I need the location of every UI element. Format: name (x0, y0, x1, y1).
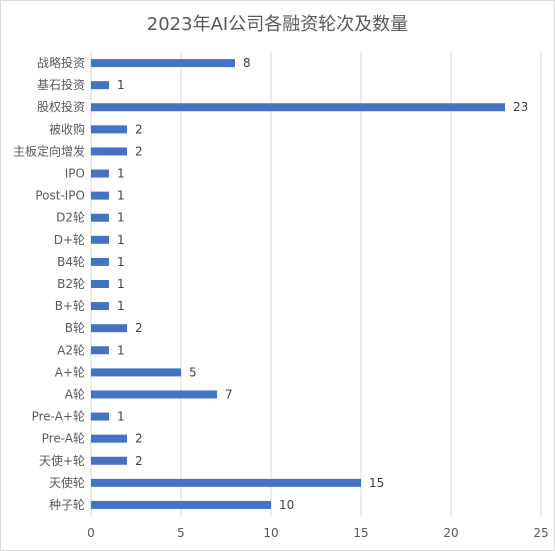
bar (91, 324, 127, 333)
chart-title: 2023年AI公司各融资轮次及数量 (146, 14, 409, 35)
data-label: 1 (117, 78, 125, 92)
x-tick-label: 5 (177, 526, 185, 540)
data-label: 1 (117, 255, 125, 269)
category-label: 基石投资 (37, 77, 85, 92)
x-tick-label: 25 (533, 526, 548, 540)
x-tick-label: 15 (353, 526, 368, 540)
category-label: D2轮 (56, 211, 85, 225)
category-label: 天使轮 (49, 475, 85, 490)
data-label: 1 (117, 410, 125, 424)
category-label: IPO (65, 167, 85, 181)
category-label: B2轮 (57, 277, 85, 291)
data-label: 1 (117, 277, 125, 291)
data-label: 1 (117, 233, 125, 247)
x-tick-label: 0 (87, 526, 95, 540)
bar (91, 368, 181, 377)
category-label: 种子轮 (49, 498, 85, 512)
category-label: D+轮 (54, 233, 85, 247)
bar (91, 280, 109, 288)
category-label: A+轮 (55, 365, 85, 379)
data-label: 1 (117, 299, 125, 313)
category-label: Pre-A+轮 (32, 410, 85, 424)
bar (91, 478, 361, 487)
category-label: 天使+轮 (39, 453, 85, 468)
data-label: 1 (117, 189, 125, 203)
data-label: 2 (135, 144, 143, 158)
category-label: A2轮 (57, 343, 85, 357)
data-label: 15 (369, 476, 384, 490)
category-label: Post-IPO (35, 189, 85, 203)
bar (91, 346, 109, 355)
bar (91, 125, 127, 134)
bar (91, 257, 109, 266)
bar (91, 302, 109, 311)
bar (91, 169, 109, 178)
bar (91, 59, 235, 68)
category-label: 被收购 (49, 121, 85, 136)
data-label: 2 (135, 321, 143, 335)
bar (91, 434, 127, 443)
bar (91, 103, 505, 112)
category-label: B+轮 (55, 299, 85, 313)
x-tick-label: 10 (263, 526, 278, 540)
data-label: 1 (117, 211, 125, 225)
data-label: 2 (135, 122, 143, 136)
bar (91, 412, 109, 421)
data-label: 10 (279, 498, 294, 512)
bar (91, 147, 127, 156)
data-label: 23 (513, 100, 528, 114)
bar (91, 235, 109, 244)
category-label: B4轮 (57, 255, 85, 269)
data-label: 5 (189, 365, 197, 379)
category-label: Pre-A轮 (42, 432, 85, 446)
bar (91, 456, 127, 465)
data-label: 7 (225, 387, 233, 401)
data-label: 8 (243, 56, 251, 70)
bar (91, 81, 109, 90)
category-label: 战略投资 (37, 55, 85, 70)
bar (91, 390, 217, 399)
category-label: 主板定向增发 (13, 143, 85, 158)
data-label: 2 (135, 454, 143, 468)
bar (91, 191, 109, 200)
data-label: 1 (117, 167, 125, 181)
data-label: 2 (135, 432, 143, 446)
x-tick-label: 20 (443, 526, 458, 540)
category-label: B轮 (65, 321, 85, 335)
data-label: 1 (117, 343, 125, 357)
bar (91, 500, 271, 509)
category-label: 股权投资 (37, 99, 85, 114)
bar (91, 213, 109, 222)
category-label: A轮 (65, 387, 85, 401)
